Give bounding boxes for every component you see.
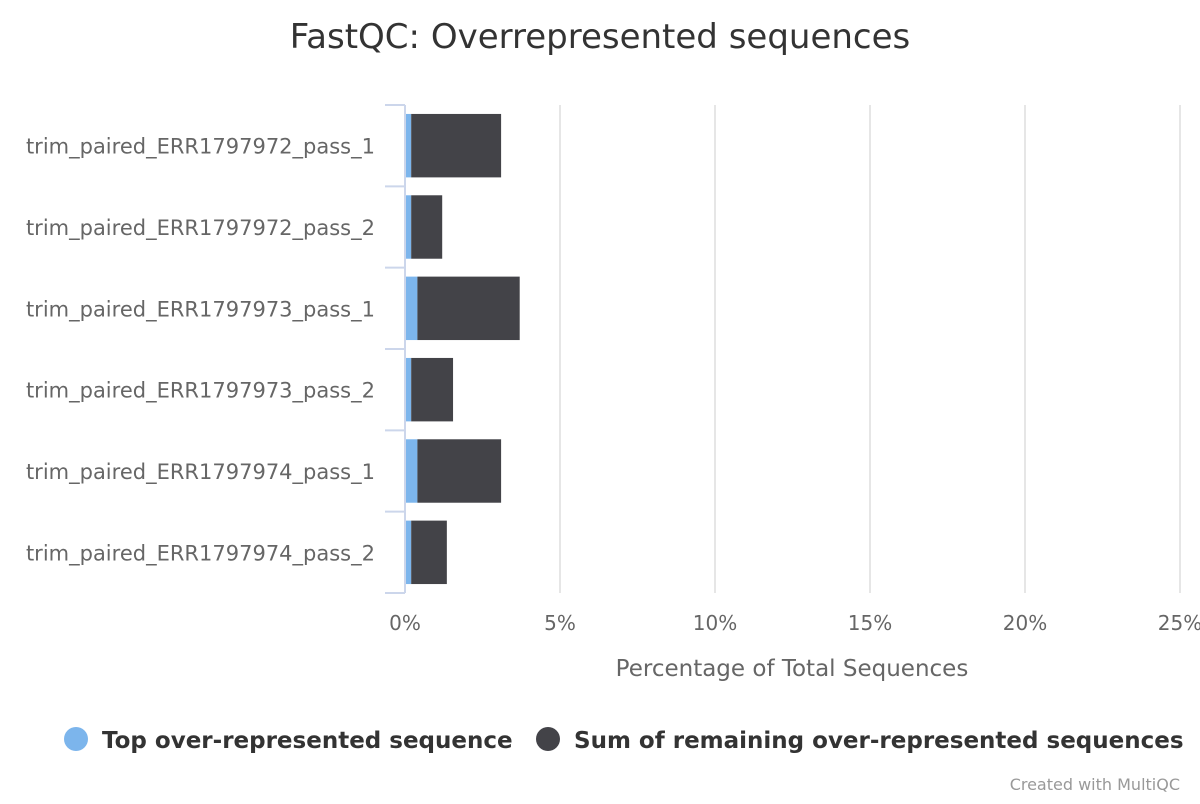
y-axis-labels: trim_paired_ERR1797972_pass_1 trim_paired…: [26, 135, 375, 567]
x-axis-title: Percentage of Total Sequences: [616, 656, 969, 682]
x-tick-label: 10%: [693, 611, 737, 635]
gridlines: [559, 105, 1181, 593]
bar-segment[interactable]: [405, 276, 418, 341]
bars: [405, 113, 520, 585]
bar-segment[interactable]: [405, 439, 418, 503]
y-category-label: trim_paired_ERR1797974_pass_2: [26, 541, 375, 566]
bar-segment[interactable]: [417, 276, 520, 341]
y-category-label: trim_paired_ERR1797973_pass_1: [26, 297, 375, 322]
y-category-label: trim_paired_ERR1797972_pass_2: [26, 216, 375, 241]
y-category-label: trim_paired_ERR1797973_pass_2: [26, 379, 375, 404]
x-tick-label: 15%: [848, 611, 892, 635]
x-axis-labels: 0% 5% 10% 15% 20% 25%: [389, 611, 1200, 635]
legend-marker-icon: [536, 727, 560, 751]
bar-segment[interactable]: [411, 113, 502, 178]
x-tick-label: 5%: [544, 611, 576, 635]
y-category-label: trim_paired_ERR1797974_pass_1: [26, 460, 375, 485]
legend-label: Sum of remaining over-represented sequen…: [574, 728, 1184, 754]
bar-segment[interactable]: [411, 357, 454, 422]
x-tick-label: 0%: [389, 611, 421, 635]
x-tick-label: 25%: [1158, 611, 1200, 635]
legend-marker-icon: [64, 727, 88, 751]
bar-segment[interactable]: [405, 195, 412, 259]
y-category-label: trim_paired_ERR1797972_pass_1: [26, 135, 375, 160]
chart-title: FastQC: Overrepresented sequences: [290, 17, 911, 57]
bar-segment[interactable]: [411, 195, 443, 259]
bar-segment[interactable]: [405, 520, 412, 585]
bar-segment[interactable]: [405, 357, 412, 422]
legend-item[interactable]: Top over-represented sequence: [64, 727, 513, 754]
bar-segment[interactable]: [411, 520, 447, 585]
x-tick-label: 20%: [1003, 611, 1047, 635]
axes: [385, 104, 406, 594]
legend-label: Top over-represented sequence: [102, 728, 513, 754]
legend-item[interactable]: Sum of remaining over-represented sequen…: [536, 727, 1184, 754]
legend[interactable]: Top over-represented sequence Sum of rema…: [64, 727, 1184, 754]
credits-text[interactable]: Created with MultiQC: [1010, 775, 1180, 794]
bar-segment[interactable]: [417, 439, 502, 503]
bar-segment[interactable]: [405, 113, 412, 178]
